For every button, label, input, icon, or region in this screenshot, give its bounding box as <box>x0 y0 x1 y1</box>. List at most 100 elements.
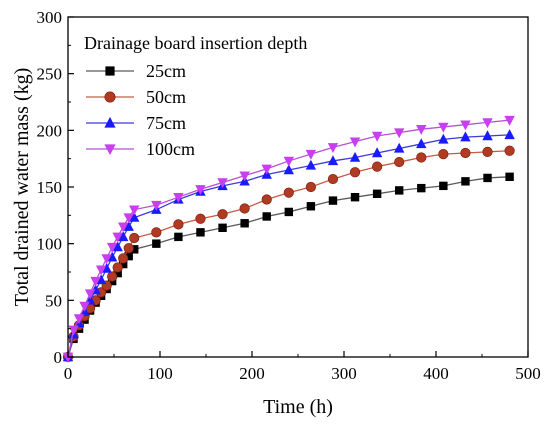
data-point <box>327 173 339 185</box>
data-point <box>327 143 339 154</box>
data-point <box>483 173 492 183</box>
data-point <box>123 243 134 254</box>
data-point <box>394 142 405 153</box>
data-point <box>174 232 183 242</box>
data-point <box>261 164 272 175</box>
data-point <box>395 186 404 195</box>
data-point <box>129 232 140 244</box>
legend: Drainage board insertion depth 25cm 50cm 7… <box>84 33 307 159</box>
data-point <box>95 274 107 285</box>
legend-label: 25cm <box>146 61 186 81</box>
data-point <box>371 147 383 158</box>
x-tick-label: 0 <box>64 364 73 383</box>
data-point <box>218 223 227 232</box>
x-axis-title: Time (h) <box>263 396 333 418</box>
data-point <box>283 187 294 198</box>
legend-label: 100cm <box>146 139 195 159</box>
data-point <box>130 245 139 254</box>
legend-title: Drainage board insertion depth <box>84 33 307 53</box>
data-point <box>371 131 383 142</box>
data-point <box>262 212 271 221</box>
legend-marker <box>105 66 115 76</box>
data-point <box>151 200 162 211</box>
data-point <box>482 130 493 141</box>
legend-item: 25cm <box>86 61 186 81</box>
data-point <box>112 232 123 243</box>
data-point <box>123 220 134 231</box>
data-point <box>504 129 515 140</box>
data-point <box>240 219 249 228</box>
data-point <box>217 209 228 220</box>
y-tick-label: 250 <box>37 65 63 84</box>
data-point <box>239 171 250 182</box>
series-100cm <box>62 115 515 363</box>
data-point <box>196 228 205 237</box>
data-point <box>394 128 405 139</box>
data-point <box>101 262 112 273</box>
data-point <box>349 167 361 178</box>
data-point <box>106 242 118 253</box>
data-point <box>239 203 250 214</box>
data-point <box>124 251 133 261</box>
data-point <box>460 147 471 159</box>
data-point <box>95 265 107 276</box>
data-point <box>416 152 427 163</box>
legend-marker <box>104 116 116 128</box>
data-point <box>328 196 338 205</box>
data-point <box>438 122 449 133</box>
data-point <box>305 181 316 193</box>
series-25cm <box>63 172 514 362</box>
data-point <box>460 131 471 142</box>
data-point <box>152 239 161 248</box>
x-tick-label: 300 <box>331 364 357 383</box>
data-point <box>119 259 128 269</box>
y-tick-label: 100 <box>37 235 63 254</box>
ticks-layer: 0 100 200 300 400 500 0 50 100 150 200 250 300 <box>37 8 541 383</box>
data-point <box>327 155 339 166</box>
data-point <box>195 185 206 195</box>
data-point <box>118 231 129 242</box>
data-point <box>439 181 448 191</box>
legend-marker <box>104 144 116 156</box>
data-point <box>129 205 140 216</box>
data-point <box>504 145 515 156</box>
data-point <box>305 149 317 160</box>
legend-label: 50cm <box>146 87 186 107</box>
data-point <box>306 202 316 211</box>
x-tick-label: 500 <box>515 364 541 383</box>
data-point <box>112 262 123 273</box>
data-point <box>305 159 317 170</box>
y-tick-label: 0 <box>54 348 63 367</box>
plot-frame <box>67 16 529 358</box>
legend-item: 75cm <box>86 113 186 133</box>
y-tick-label: 150 <box>37 178 63 197</box>
data-point <box>461 177 470 186</box>
data-point <box>107 271 118 282</box>
data-point <box>112 241 123 252</box>
data-point <box>482 118 493 129</box>
data-point <box>504 115 515 126</box>
data-point <box>123 213 134 224</box>
data-point <box>349 151 361 162</box>
data-point <box>118 253 129 264</box>
data-point <box>62 352 74 363</box>
data-point <box>101 254 112 265</box>
y-tick-label: 300 <box>37 8 63 27</box>
data-point <box>217 178 228 189</box>
data-point <box>460 120 471 131</box>
data-point <box>129 211 140 222</box>
data-point <box>438 149 449 160</box>
data-point <box>505 172 514 181</box>
data-point <box>79 301 90 312</box>
data-point <box>151 227 162 238</box>
data-point <box>118 222 129 233</box>
legend-item: 100cm <box>86 139 195 159</box>
y-tick-label: 200 <box>37 121 63 140</box>
data-point <box>350 193 360 202</box>
legend-marker <box>104 91 116 103</box>
data-point <box>283 164 294 175</box>
data-point <box>372 189 382 198</box>
data-point <box>195 213 206 224</box>
series-layer <box>62 115 515 363</box>
